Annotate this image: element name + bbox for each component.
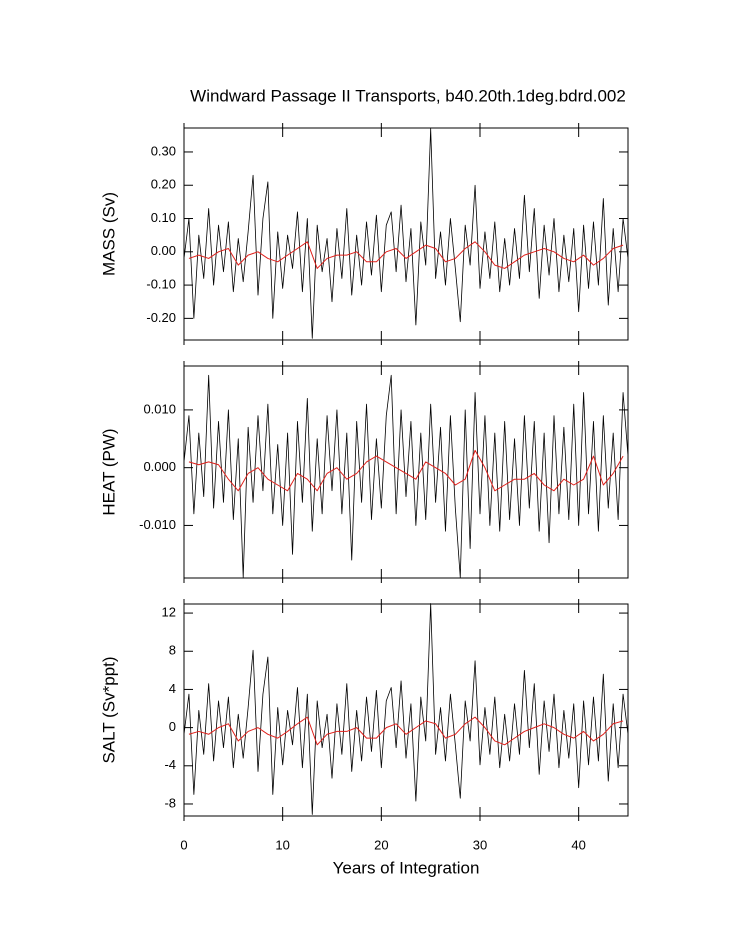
y-tick-label: 0.000 (143, 459, 176, 474)
y-axis-title: HEAT (PW) (99, 428, 118, 515)
data-line (188, 449, 624, 492)
x-tick-label: 40 (571, 837, 585, 852)
x-tick-label: 0 (180, 837, 187, 852)
y-tick-label: 0.010 (143, 401, 176, 416)
data-line (183, 128, 629, 339)
plot-frame (183, 603, 629, 817)
y-tick-label: 8 (169, 643, 176, 658)
y-axis-title: SALT (Sv*ppt) (99, 656, 118, 763)
y-tick-label: 0.00 (151, 243, 176, 258)
y-tick-label: 4 (169, 681, 176, 696)
y-tick-label: -0.10 (146, 277, 176, 292)
y-tick-label: -0.010 (139, 517, 176, 532)
y-tick-label: -8 (164, 795, 176, 810)
data-line (183, 374, 629, 578)
data-line (183, 603, 629, 815)
plot-frame (183, 127, 629, 341)
y-tick-label: 0.10 (151, 210, 176, 225)
y-axis-title: MASS (Sv) (99, 192, 118, 276)
chart-title: Windward Passage II Transports, b40.20th… (190, 86, 626, 105)
data-line (188, 716, 624, 746)
y-tick-label: 12 (162, 605, 176, 620)
x-tick-label: 20 (374, 837, 388, 852)
data-line (188, 241, 624, 269)
x-tick-label: 30 (473, 837, 487, 852)
y-tick-label: 0.30 (151, 143, 176, 158)
x-axis-title: Years of Integration (333, 858, 480, 877)
y-tick-label: -0.20 (146, 310, 176, 325)
y-tick-label: 0.20 (151, 177, 176, 192)
plot-frame (183, 365, 629, 579)
y-tick-label: 0 (169, 719, 176, 734)
y-tick-label: -4 (164, 757, 176, 772)
x-tick-label: 10 (275, 837, 289, 852)
